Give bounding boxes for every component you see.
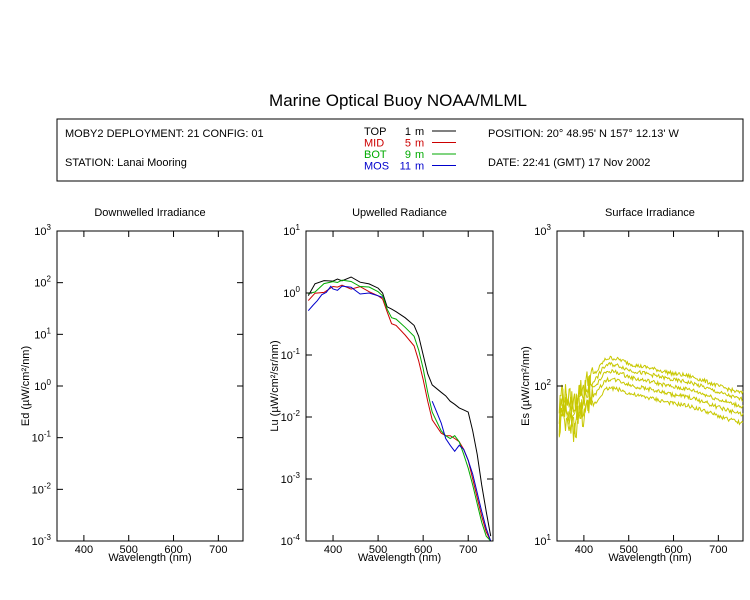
series-line-es xyxy=(558,355,744,414)
y-tick-label: 10-4 xyxy=(281,533,301,548)
series-line-es xyxy=(558,376,744,435)
x-axis-label: Wavelength (nm) xyxy=(608,552,691,564)
series-line-mid xyxy=(307,284,492,542)
panel-downwelled-irradiance: Downwelled Irradiance 400 500 600 700 10-3 10-… xyxy=(20,207,244,564)
station-label: STATION: Lanai Mooring xyxy=(65,157,187,169)
x-tick-label: 600 xyxy=(164,544,182,556)
panel-upwelled-radiance: Upwelled Radiance 400 500 600 700 10-4 10-3 10-… xyxy=(269,207,494,564)
x-tick-label: 600 xyxy=(664,544,682,556)
plot-frame xyxy=(305,230,494,542)
panel-surface-irradiance: Surface Irradiance 400 500 600 700 101 102 103 W… xyxy=(520,207,744,564)
y-tick-label: 10-3 xyxy=(32,533,52,548)
series-line-bot xyxy=(308,279,492,542)
y-tick-label: 101 xyxy=(34,326,51,341)
x-tick-label: 400 xyxy=(75,544,93,556)
y-tick-label: 10-1 xyxy=(281,347,301,362)
panel-title: Surface Irradiance xyxy=(605,207,695,219)
x-tick-label: 700 xyxy=(709,544,727,556)
x-tick-label: 500 xyxy=(620,544,638,556)
y-tick-label: 100 xyxy=(34,378,51,393)
y-tick-label: 10-3 xyxy=(281,471,301,486)
legend-depth-top: 1 xyxy=(405,126,411,138)
legend-unit-top: m xyxy=(415,126,424,138)
x-tick-label: 700 xyxy=(459,544,477,556)
y-axis-label: Ed (µW/cm²/nm) xyxy=(20,346,32,426)
series-line-top xyxy=(307,276,492,537)
x-tick-label: 400 xyxy=(575,544,593,556)
chart-panels: Downwelled Irradiance 400 500 600 700 10-3 10-… xyxy=(20,207,744,564)
legend-unit-mos: m xyxy=(415,161,424,173)
x-tick-label: 700 xyxy=(209,544,227,556)
legend-name-bot: BOT xyxy=(364,149,387,161)
y-tick-label: 10-2 xyxy=(281,409,301,424)
y-axis-label: Lu (µW/cm²/sr/nm) xyxy=(269,340,281,431)
legend-name-mos: MOS xyxy=(364,161,389,173)
series-line-es xyxy=(558,361,744,424)
figure-title: Marine Optical Buoy NOAA/MLML xyxy=(269,91,527,110)
legend-depth-mos: 11 xyxy=(400,161,411,173)
series-line-mos xyxy=(307,285,492,542)
x-tick-label: 500 xyxy=(369,544,387,556)
x-tick-label: 500 xyxy=(120,544,138,556)
legend-unit-mid: m xyxy=(415,138,424,150)
x-axis-label: Wavelength (nm) xyxy=(108,552,191,564)
series-line-es xyxy=(558,385,744,443)
y-tick-label: 101 xyxy=(534,533,551,548)
y-tick-label: 102 xyxy=(34,275,51,290)
y-tick-label: 102 xyxy=(534,378,551,393)
info-box xyxy=(56,118,744,182)
x-axis-label: Wavelength (nm) xyxy=(358,552,441,564)
y-tick-label: 100 xyxy=(283,285,300,300)
y-axis-label: Es (µW/cm²/nm) xyxy=(520,346,532,426)
legend-unit-bot: m xyxy=(415,149,424,161)
legend-depth-mid: 5 xyxy=(405,138,411,150)
position-label: POSITION: 20° 48.95' N 157° 12.13' W xyxy=(488,128,680,140)
y-tick-label: 10-1 xyxy=(32,430,52,445)
y-tick-label: 103 xyxy=(34,223,51,238)
x-tick-label: 600 xyxy=(414,544,432,556)
y-tick-label: 10-2 xyxy=(32,481,52,496)
legend-name-mid: MID xyxy=(364,138,384,150)
x-tick-label: 400 xyxy=(324,544,342,556)
plot-frame xyxy=(56,230,244,542)
y-tick-label: 101 xyxy=(283,223,300,238)
date-label: DATE: 22:41 (GMT) 17 Nov 2002 xyxy=(488,157,650,169)
panel-title: Upwelled Radiance xyxy=(352,207,447,219)
deployment-label: MOBY2 DEPLOYMENT: 21 CONFIG: 01 xyxy=(65,128,264,140)
legend-name-top: TOP xyxy=(364,126,386,138)
y-tick-label: 103 xyxy=(534,223,551,238)
panel-title: Downwelled Irradiance xyxy=(94,207,205,219)
legend-depth-bot: 9 xyxy=(405,149,411,161)
